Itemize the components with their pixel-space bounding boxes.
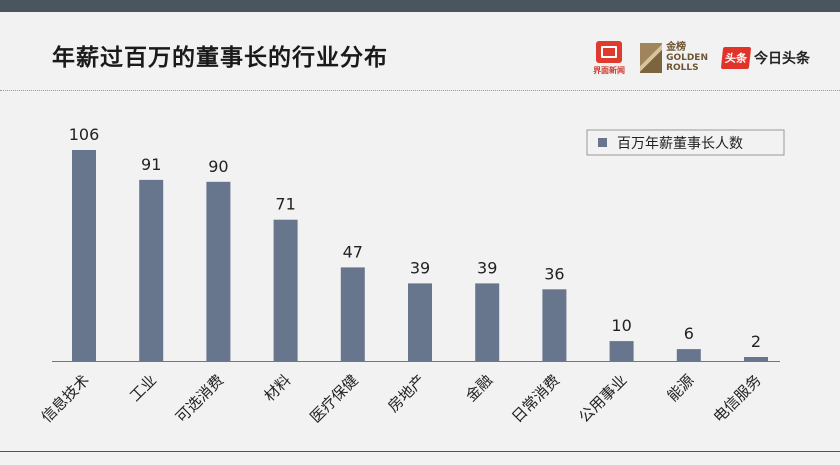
bar-5	[408, 283, 432, 361]
value-label-2: 90	[208, 157, 228, 176]
bar-7	[542, 289, 567, 361]
toutiao-logo: 头条 今日头条	[720, 47, 810, 69]
golden-rolls-en-text-1: GOLDEN	[666, 53, 708, 63]
golden-rolls-cn-text: 金榜	[666, 42, 687, 53]
value-label-6: 39	[477, 258, 497, 277]
toutiao-name: 今日头条	[754, 51, 810, 67]
jiemian-logo-text: 界面新闻	[593, 65, 626, 75]
value-label-0: 106	[69, 125, 100, 144]
value-label-9: 6	[684, 324, 694, 343]
bars-layer	[72, 150, 768, 361]
publisher-logos: 界面新闻 金榜 GOLDEN ROLLS 头条 今日头条	[592, 38, 810, 78]
golden-rolls-logo: 金榜 GOLDEN ROLLS	[640, 43, 708, 73]
category-label-2: 可选消费	[172, 371, 227, 426]
bar-6	[475, 283, 500, 361]
bar-10	[744, 357, 768, 361]
category-label-9: 能源	[664, 371, 698, 405]
jiemian-icon	[596, 40, 623, 63]
bar-0	[72, 150, 96, 361]
value-label-8: 10	[611, 316, 631, 335]
jiemian-logo: 界面新闻	[592, 40, 626, 76]
bar-3	[273, 219, 298, 361]
bar-2	[206, 181, 231, 361]
golden-rolls-icon	[640, 43, 663, 73]
bottom-divider	[0, 451, 840, 452]
golden-rolls-en-text-2: ROLLS	[666, 63, 699, 73]
category-label-1: 工业	[126, 371, 160, 405]
legend-box	[586, 129, 785, 156]
bar-4	[340, 267, 365, 361]
category-label-3: 材料	[260, 371, 294, 405]
value-label-3: 71	[275, 195, 295, 214]
title-divider	[0, 90, 840, 91]
legend-swatch	[598, 138, 607, 147]
category-labels-layer: 信息技术 工业 可选消费 材料 医疗保健 房地产 金融 日常消费 公用事业 能源 电信服务	[38, 371, 765, 426]
category-label-10: 电信服务	[710, 371, 765, 426]
value-label-10: 2	[751, 332, 761, 351]
value-label-4: 47	[343, 242, 363, 261]
value-label-5: 39	[410, 258, 430, 277]
category-label-0: 信息技术	[38, 371, 93, 426]
legend-label: 百万年薪董事长人数	[617, 136, 743, 152]
page-title: 年薪过百万的董事长的行业分布	[52, 45, 388, 71]
value-label-1: 91	[141, 155, 161, 174]
bar-8	[609, 341, 634, 361]
category-label-7: 日常消费	[508, 371, 563, 426]
legend: 百万年薪董事长人数	[586, 129, 785, 156]
bar-1	[139, 179, 164, 361]
category-label-8: 公用事业	[575, 371, 630, 426]
category-label-6: 金融	[462, 371, 496, 405]
value-label-7: 36	[544, 264, 564, 283]
top-accent-bar	[0, 0, 840, 12]
category-label-4: 医疗保健	[306, 371, 361, 426]
category-label-5: 房地产	[384, 371, 429, 416]
bar-9	[676, 349, 701, 361]
